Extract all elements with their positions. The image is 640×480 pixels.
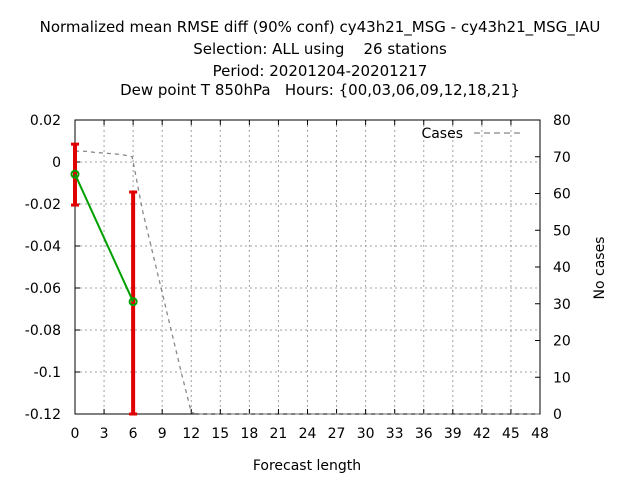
chart-title-line-3: Period: 20201204-20201217 [212,62,428,80]
y2-axis-ticks: 80 70 60 50 40 30 20 10 0 [535,113,571,423]
legend-label-cases: Cases [421,126,463,142]
x-tick-label: 30 [357,426,375,442]
x-tick-label: 42 [473,426,491,442]
rmse-diff-point [128,297,138,307]
y-tick-label: -0.06 [25,281,61,297]
x-tick-label: 48 [531,426,549,442]
x-axis-label: Forecast length [253,458,361,474]
y-axis-ticks: 0.02 0 -0.02 -0.04 -0.06 -0.08 -0.1 -0.12 [25,113,80,423]
x-tick-label: 18 [240,426,258,442]
x-tick-label: 15 [211,426,229,442]
rmse-diff-series-line [74,173,135,303]
y-tick-label: -0.1 [34,365,61,381]
chart-title-line-1: Normalized mean RMSE diff (90% conf) cy4… [39,18,601,36]
y2-tick-label: 60 [553,187,571,203]
cases-series-line [75,150,540,415]
y-tick-label: -0.12 [25,407,61,423]
chart-title-line-4: Dew point T 850hPa Hours: {00,03,06,09,1… [120,81,520,99]
y2-tick-label: 80 [553,113,571,129]
grid-lines [75,120,540,414]
y2-tick-label: 0 [553,407,562,423]
x-tick-label: 3 [100,426,109,442]
x-tick-label: 9 [158,426,167,442]
y-tick-label: -0.08 [25,323,61,339]
x-tick-label: 24 [299,426,317,442]
rmse-diff-point [70,169,80,179]
y-tick-label: 0.02 [30,113,61,129]
x-tick-label: 36 [415,426,433,442]
x-tick-label: 45 [502,426,520,442]
x-tick-label: 12 [182,426,200,442]
y2-tick-label: 20 [553,334,571,350]
series-layer [70,142,540,416]
y2-tick-label: 50 [553,223,571,239]
y-tick-label: -0.04 [25,239,61,255]
x-tick-label: 0 [71,426,80,442]
x-tick-label: 27 [328,426,346,442]
chart-title-line-2: Selection: ALL using 26 stations [193,40,447,58]
y2-tick-label: 30 [553,297,571,313]
y2-tick-label: 70 [553,150,571,166]
y-tick-label: -0.02 [25,197,61,213]
y2-axis-label: No cases [592,237,608,300]
y2-tick-label: 40 [553,260,571,276]
x-tick-label: 21 [270,426,288,442]
y2-tick-label: 10 [553,370,571,386]
y-tick-label: 0 [52,155,61,171]
legend: Cases [421,126,521,142]
x-tick-label: 39 [444,426,462,442]
x-tick-label: 6 [129,426,138,442]
x-tick-label: 33 [386,426,404,442]
x-axis-ticks: 0 3 6 9 12 15 18 21 24 27 30 33 36 39 42 45 48 [71,120,549,442]
